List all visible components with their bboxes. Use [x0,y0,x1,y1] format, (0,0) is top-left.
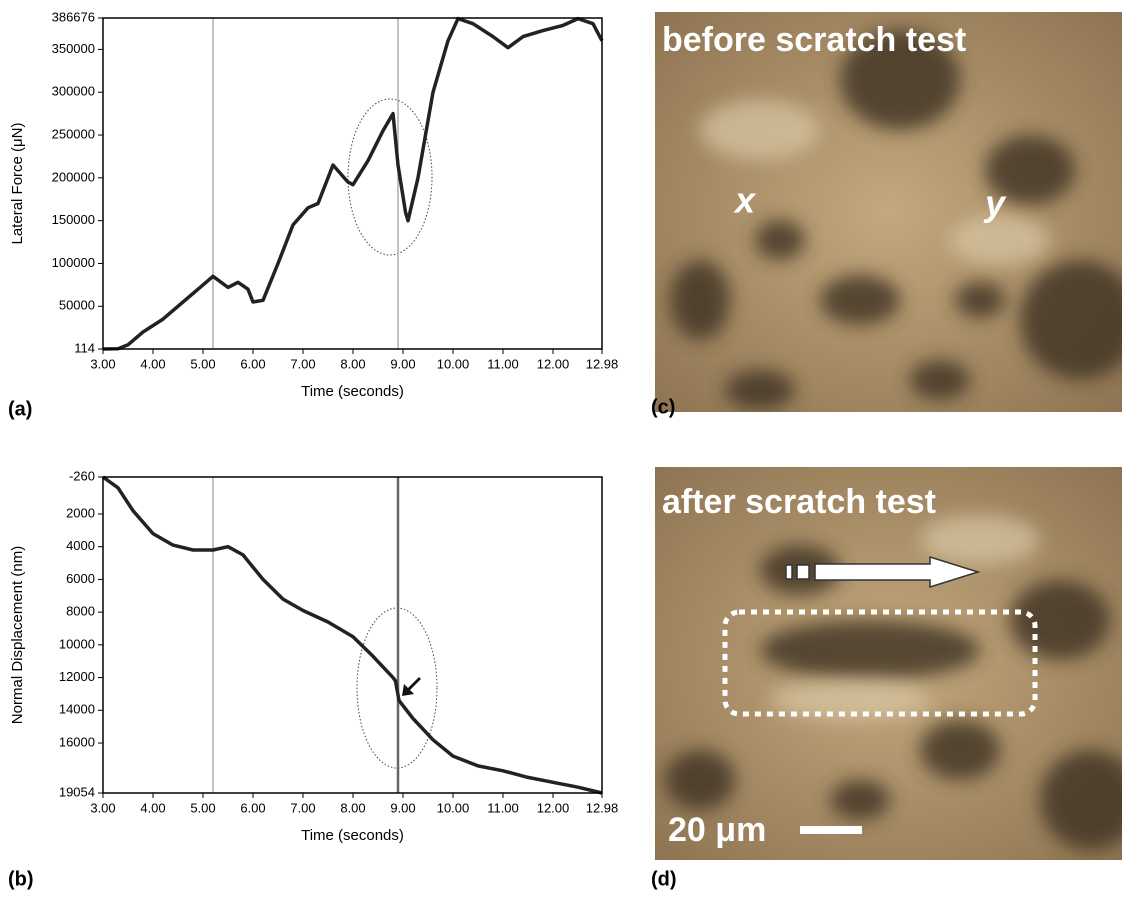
x-tick-label: 5.00 [190,800,215,815]
x-tick-label: 3.00 [90,800,115,815]
y-tick-label: 114 [74,340,95,355]
y-tick-label: 50000 [59,298,95,313]
scale-label: 20 μm [668,811,766,849]
micrograph-d [655,467,1122,860]
x-tick-label: 11.00 [487,356,519,371]
x-tick-label: 9.00 [390,800,415,815]
panel-label: (d) [651,868,677,890]
caption: before scratch test [662,21,966,59]
y-tick-label: 16000 [59,734,95,749]
scratch-arrow [785,555,981,589]
y-tick-label: 350000 [52,41,95,56]
y-tick-label: 14000 [59,702,95,717]
x-tick-label: 3.00 [90,356,115,371]
x-tick-label: 11.00 [487,800,519,815]
y-tick-label: 2000 [66,505,95,520]
y-tick-label: 12000 [59,669,95,684]
x-tick-label: 7.00 [290,356,315,371]
x-tick-label: 9.00 [390,356,415,371]
x-axis-title: Time (seconds) [301,383,404,400]
caption: after scratch test [662,483,936,521]
data-line [102,16,604,351]
y-tick-label: 300000 [52,84,95,99]
point-label: x [733,180,757,221]
y-tick-label: 6000 [66,571,95,586]
panel-label: (c) [651,396,675,418]
y-tick-label: 100000 [52,255,95,270]
y-tick-label: 200000 [52,169,95,184]
data-line [101,475,603,795]
x-tick-label: 10.00 [437,356,470,371]
y-tick-label: 150000 [52,212,95,227]
x-tick-label: 6.00 [240,356,265,371]
micrograph-c [655,12,1122,412]
panel-label: (a) [8,398,32,420]
y-tick-label: 386676 [52,9,95,24]
y-tick-label: 250000 [52,126,95,141]
panel-label: (b) [8,868,34,890]
x-axis-title: Time (seconds) [301,827,404,844]
y-tick-label: 4000 [66,538,95,553]
y-tick-label: 19054 [59,784,95,799]
highlight-ellipse [356,607,438,769]
x-tick-label: 4.00 [140,356,165,371]
point-label: y [983,183,1007,224]
highlight-ellipse [347,98,433,256]
x-tick-label: 8.00 [340,800,365,815]
scratch-region [722,609,1038,717]
x-tick-label: 6.00 [240,800,265,815]
x-tick-label: 8.00 [340,356,365,371]
y-tick-label: 8000 [66,604,95,619]
x-tick-label: 12.98 [586,800,619,815]
x-tick-label: 7.00 [290,800,315,815]
y-tick-label: 10000 [59,636,95,651]
x-tick-label: 4.00 [140,800,165,815]
y-axis-title: Normal Displacement (nm) [9,546,26,724]
y-tick-label: -260 [69,468,95,483]
x-tick-label: 10.00 [437,800,470,815]
x-tick-label: 12.00 [537,800,570,815]
x-tick-label: 12.00 [537,356,570,371]
scale-bar [800,826,862,834]
pointer-arrow [402,677,421,696]
x-tick-label: 12.98 [586,356,619,371]
y-axis-title: Lateral Force (μN) [9,122,26,244]
x-tick-label: 5.00 [190,356,215,371]
